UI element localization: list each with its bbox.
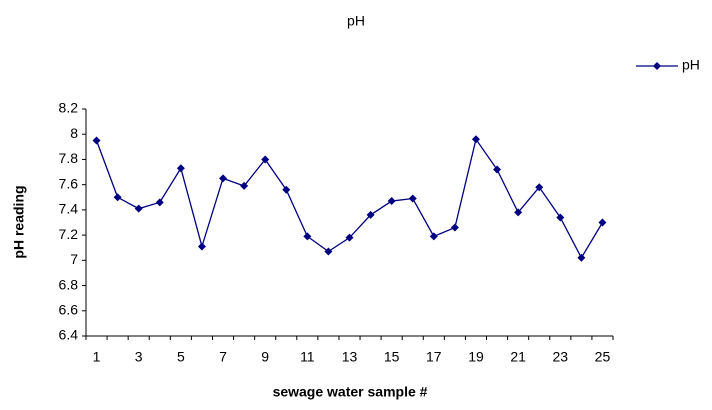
data-point: [429, 232, 438, 241]
y-tick-label: 7.6: [59, 175, 79, 191]
y-tick-label: 8.2: [59, 100, 79, 116]
legend-label: pH: [682, 57, 700, 73]
y-tick-label: 6.6: [59, 301, 79, 317]
chart-title: pH: [347, 13, 365, 29]
data-point: [598, 218, 607, 227]
x-tick-label: 3: [135, 349, 143, 365]
data-point: [387, 197, 396, 206]
data-point: [303, 232, 312, 241]
data-point: [240, 181, 249, 190]
data-point: [471, 135, 480, 144]
data-point: [92, 136, 101, 145]
data-point: [219, 174, 228, 183]
data-point: [514, 208, 523, 217]
data-point: [282, 185, 291, 194]
data-point: [155, 198, 164, 207]
x-tick-label: 13: [342, 349, 358, 365]
x-tick-label: 21: [510, 349, 526, 365]
x-tick-label: 25: [595, 349, 611, 365]
data-point: [261, 155, 270, 164]
data-point: [366, 210, 375, 219]
x-tick-label: 17: [426, 349, 442, 365]
x-tick-label: 23: [553, 349, 569, 365]
data-point: [176, 164, 185, 173]
x-tick-label: 7: [219, 349, 227, 365]
y-tick-label: 7: [70, 251, 78, 267]
x-axis-label: sewage water sample #: [273, 384, 428, 400]
data-point: [493, 165, 502, 174]
x-tick-label: 9: [261, 349, 269, 365]
data-point: [556, 213, 565, 222]
data-point: [450, 223, 459, 232]
y-axis-label: pH reading: [11, 185, 27, 258]
data-point: [113, 193, 122, 202]
y-tick-label: 7.4: [59, 201, 79, 217]
data-point: [134, 204, 143, 213]
data-point: [535, 183, 544, 192]
y-tick-label: 6.4: [59, 327, 79, 343]
x-tick-label: 1: [93, 349, 101, 365]
data-point: [408, 194, 417, 203]
y-tick-label: 6.8: [59, 276, 79, 292]
x-tick-label: 11: [300, 349, 315, 365]
x-tick-label: 5: [177, 349, 185, 365]
y-tick-label: 7.8: [59, 150, 79, 166]
data-point: [324, 247, 333, 256]
x-tick-label: 15: [384, 349, 400, 365]
legend-marker: [653, 62, 661, 70]
data-point: [577, 253, 586, 262]
x-tick-label: 19: [468, 349, 484, 365]
data-point: [197, 242, 206, 251]
data-point: [345, 233, 354, 242]
y-tick-label: 7.2: [59, 226, 79, 242]
y-tick-label: 8: [70, 125, 78, 141]
